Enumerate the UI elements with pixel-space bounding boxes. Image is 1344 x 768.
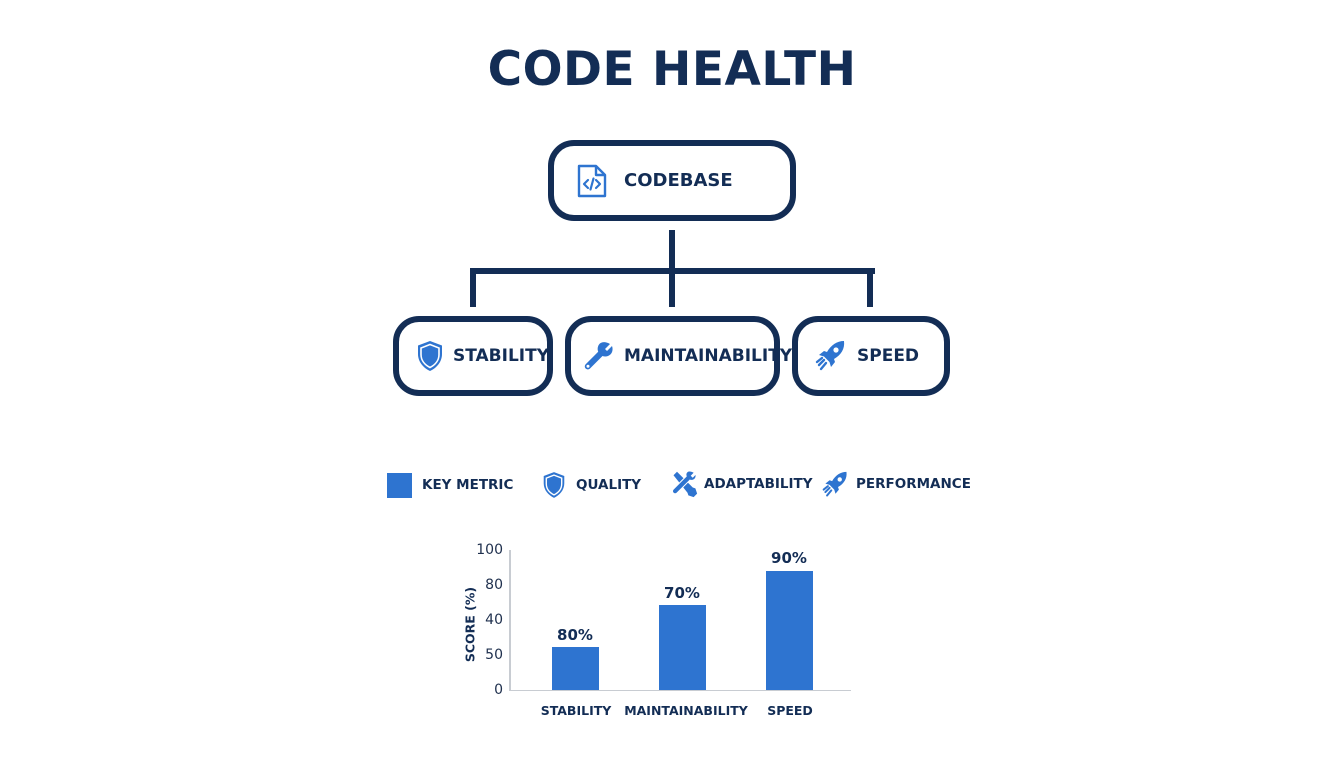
x-category-label: SPEED [767, 703, 813, 718]
legend-label: PERFORMANCE [856, 476, 971, 492]
bar-maintainability [659, 605, 706, 690]
y-axis-label: SCORE (%) [462, 586, 478, 663]
legend-label: QUALITY [576, 477, 642, 493]
legend-item-adaptability: ADAPTABILITY [670, 469, 813, 499]
tree-node-label: MAINTAINABILITY [624, 346, 793, 366]
x-category-label: STABILITY [540, 703, 612, 718]
connector-horizontal [470, 268, 875, 274]
code-file-icon [577, 164, 607, 197]
bar-value-label: 90% [771, 549, 807, 567]
rocket-icon [815, 341, 845, 371]
bar-value-label: 70% [664, 584, 700, 602]
tree-node-label: STABILITY [453, 346, 550, 366]
wrench-icon [584, 342, 613, 370]
y-tick-label: 50 [485, 647, 503, 663]
legend-label: ADAPTABILITY [704, 476, 813, 492]
legend-item-key-metric: KEY METRIC [387, 470, 513, 500]
x-axis-line [509, 689, 851, 691]
tree-node-codebase: CODEBASE [548, 140, 796, 221]
tree-node-maintainability: MAINTAINABILITY [565, 316, 792, 396]
y-axis-line [509, 550, 511, 691]
blue-square-icon [387, 472, 412, 498]
rocket-icon [822, 471, 847, 496]
shield-icon [418, 341, 442, 371]
tree-node-speed: SPEED [792, 316, 950, 396]
wrench-screwdriver-icon [671, 470, 698, 498]
connector-left [470, 268, 476, 307]
page-title: CODE HEALTH [487, 42, 857, 97]
connector-right [867, 268, 873, 307]
tree-node-label: SPEED [857, 346, 920, 366]
shield-icon [543, 472, 565, 498]
bar-speed [766, 571, 813, 690]
y-tick-label: 0 [494, 682, 503, 698]
x-category-label: MAINTAINABILITY [624, 703, 748, 718]
bar-value-label: 80% [557, 626, 593, 644]
legend-item-quality: QUALITY [542, 470, 641, 500]
y-tick-label: 40 [485, 612, 503, 628]
tree-node-stability: STABILITY [393, 316, 553, 396]
legend-label: KEY METRIC [422, 477, 514, 493]
tree-node-label: CODEBASE [624, 170, 733, 191]
y-tick-label: 80 [485, 577, 503, 593]
legend-item-performance: PERFORMANCE [822, 469, 971, 499]
y-tick-label: 100 [476, 542, 503, 558]
bar-stability [552, 647, 599, 690]
